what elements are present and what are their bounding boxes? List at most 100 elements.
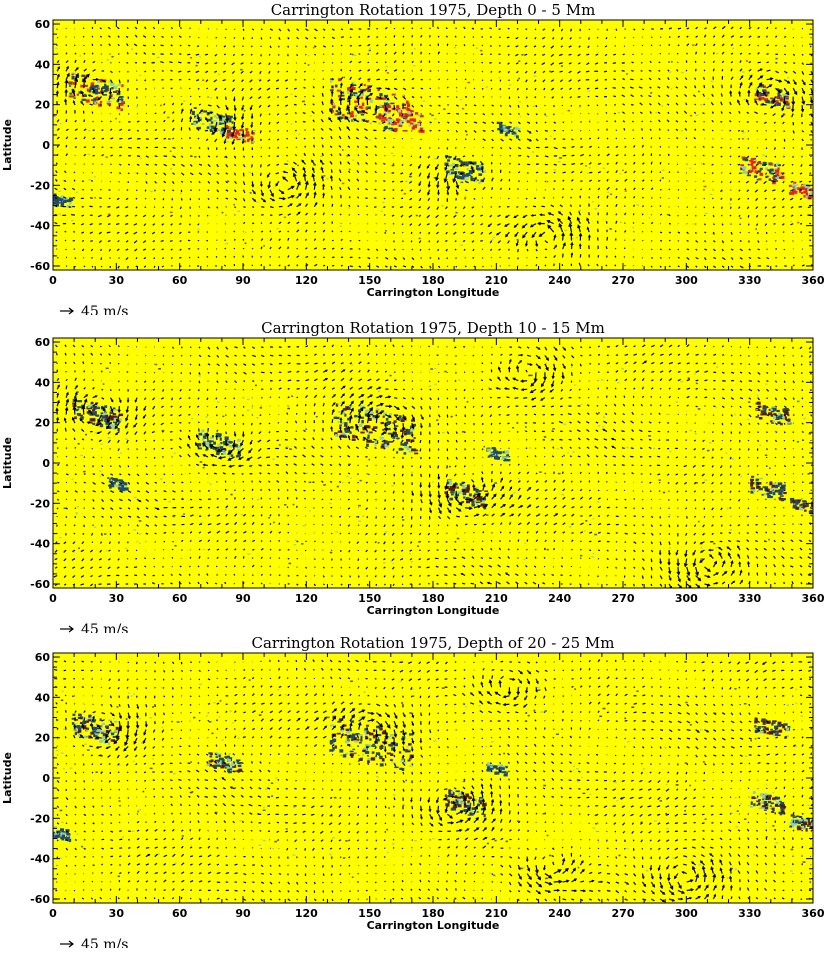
velocity-vector	[143, 422, 147, 427]
magnetic-patch	[747, 418, 750, 421]
velocity-vector	[54, 178, 58, 182]
velocity-vector	[463, 248, 466, 251]
magnetic-patch	[521, 53, 524, 56]
magnetic-patch	[694, 373, 696, 375]
magnetic-patch	[355, 427, 358, 431]
velocity-vector	[755, 89, 760, 97]
magnetic-patch	[105, 85, 109, 89]
velocity-vector	[500, 187, 502, 191]
magnetic-patch	[121, 480, 125, 484]
velocity-vector	[136, 163, 140, 166]
velocity-vector	[347, 178, 351, 182]
velocity-vector	[117, 448, 120, 452]
velocity-vector	[180, 380, 182, 383]
flow-map-panel-depth-10-15: Carrington Rotation 1975, Depth 10 - 15 …	[0, 318, 830, 633]
velocity-vector	[349, 76, 353, 80]
velocity-vector	[268, 53, 271, 56]
velocity-vector	[539, 213, 545, 217]
velocity-vector	[348, 204, 351, 207]
magnetic-patch	[602, 416, 606, 418]
velocity-vector	[374, 105, 378, 112]
velocity-vector	[83, 136, 86, 140]
magnetic-patch	[221, 122, 226, 125]
magnetic-patch	[669, 450, 672, 453]
velocity-vector	[287, 246, 289, 250]
magnetic-patch	[708, 441, 712, 444]
magnetic-patch	[401, 106, 407, 110]
velocity-vector	[170, 414, 173, 417]
velocity-vector	[162, 206, 165, 209]
magnetic-patch	[98, 421, 101, 425]
velocity-vector	[260, 37, 263, 40]
velocity-vector	[757, 68, 763, 72]
velocity-vector	[553, 121, 556, 124]
magnetic-patch	[498, 76, 501, 79]
velocity-vector	[790, 206, 794, 209]
velocity-vector	[384, 61, 387, 64]
velocity-vector	[109, 524, 112, 527]
velocity-vector	[535, 171, 539, 174]
magnetic-patch	[596, 501, 600, 503]
velocity-vector	[683, 110, 688, 114]
velocity-vector	[597, 162, 602, 165]
velocity-vector	[480, 214, 484, 217]
velocity-vector	[81, 404, 86, 415]
velocity-vector	[552, 37, 555, 40]
magnetic-patch	[741, 138, 744, 140]
velocity-vector	[92, 465, 94, 468]
velocity-vector	[172, 354, 174, 357]
velocity-vector	[542, 28, 546, 31]
magnetic-patch	[352, 159, 355, 161]
velocity-vector	[152, 35, 156, 38]
velocity-vector	[702, 145, 705, 148]
velocity-vector	[464, 69, 467, 72]
velocity-vector	[89, 583, 94, 587]
magnetic-patch	[442, 431, 445, 434]
magnetic-patch	[102, 94, 108, 96]
velocity-vector	[562, 188, 565, 191]
magnetic-patch	[799, 504, 802, 507]
magnetic-patch	[446, 481, 450, 484]
velocity-vector	[340, 69, 343, 72]
velocity-vector	[605, 37, 608, 40]
magnetic-patch	[351, 53, 354, 56]
velocity-vector	[624, 188, 627, 191]
velocity-vector	[214, 87, 218, 91]
velocity-vector	[509, 121, 513, 124]
velocity-vector	[207, 163, 211, 168]
magnetic-patch	[149, 190, 153, 193]
magnetic-patch	[382, 105, 387, 108]
velocity-vector	[668, 27, 673, 30]
velocity-vector	[729, 155, 732, 158]
magnetic-patch	[219, 446, 224, 450]
velocity-vector	[482, 104, 485, 107]
velocity-vector	[509, 113, 512, 116]
magnetic-patch	[516, 239, 519, 241]
velocity-vector	[64, 524, 67, 526]
velocity-vector	[117, 439, 120, 444]
velocity-vector	[675, 102, 679, 106]
velocity-vector	[577, 62, 581, 65]
magnetic-patch	[76, 412, 81, 416]
magnetic-patch	[411, 122, 416, 127]
magnetic-patch	[403, 452, 407, 455]
velocity-vector	[482, 177, 486, 182]
velocity-vector	[481, 35, 484, 38]
velocity-vector	[535, 113, 538, 116]
velocity-vector	[259, 70, 262, 75]
velocity-vector	[55, 524, 58, 527]
velocity-vector	[259, 172, 262, 177]
velocity-vector	[730, 61, 734, 64]
velocity-vector	[143, 431, 147, 435]
velocity-vector	[83, 52, 86, 55]
magnetic-patch	[802, 504, 807, 508]
magnetic-patch	[784, 100, 789, 103]
velocity-vector	[243, 206, 246, 208]
velocity-vector	[189, 531, 193, 534]
velocity-vector	[464, 265, 467, 268]
velocity-vector	[222, 79, 226, 82]
magnetic-patch	[123, 484, 127, 487]
velocity-vector	[278, 264, 281, 267]
magnetic-patch	[94, 410, 97, 415]
velocity-vector	[702, 163, 705, 165]
